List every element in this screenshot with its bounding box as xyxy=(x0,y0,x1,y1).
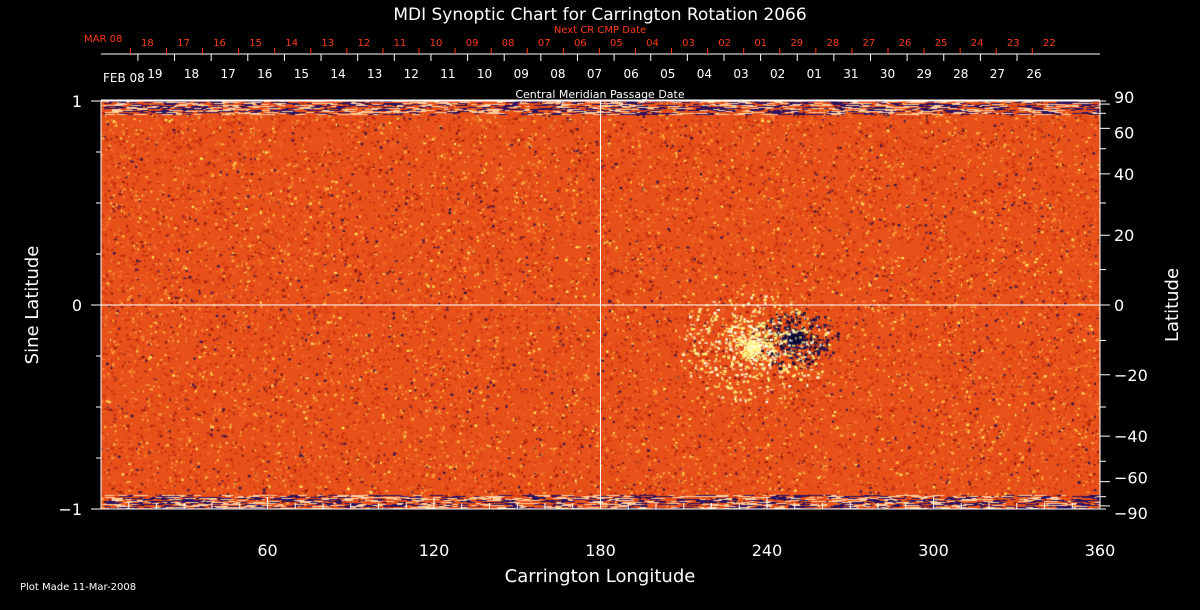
y-axis-label-right: Latitude xyxy=(1162,268,1183,342)
y-tick-label-right: 90 xyxy=(1114,88,1134,107)
cmp-date-label: 06 xyxy=(623,67,638,81)
next-cmp-label: Next CR CMP Date xyxy=(554,25,646,36)
next-cmp-date-label: 06 xyxy=(574,38,587,49)
y-tick-label-right: −90 xyxy=(1114,504,1148,523)
cmp-date-label: 27 xyxy=(990,67,1005,81)
cmp-date-label: 14 xyxy=(330,67,345,81)
y-tick-label-left: −1 xyxy=(58,500,82,519)
y-tick-label-right: 40 xyxy=(1114,165,1134,184)
y-tick-label-right: 60 xyxy=(1114,123,1134,142)
x-tick-label: 240 xyxy=(752,541,783,560)
cmp-date-label: 17 xyxy=(221,67,236,81)
next-cmp-date-label: 28 xyxy=(826,38,839,49)
x-tick-label: 360 xyxy=(1085,541,1116,560)
next-cmp-date-label: 05 xyxy=(610,38,623,49)
next-cmp-date-label: 09 xyxy=(466,38,479,49)
cmp-date-label: 05 xyxy=(660,67,675,81)
cmp-date-label: 02 xyxy=(770,67,785,81)
next-cmp-date-label: 12 xyxy=(357,38,370,49)
cmp-date-label: 10 xyxy=(477,67,492,81)
next-cmp-date-label: 11 xyxy=(394,38,407,49)
y-tick-label-left: 0 xyxy=(72,296,82,315)
next-cmp-date-label: 15 xyxy=(249,38,262,49)
next-cmp-date-label: 24 xyxy=(971,38,984,49)
chart-title: MDI Synoptic Chart for Carrington Rotati… xyxy=(393,5,806,25)
cmp-date-label: 04 xyxy=(697,67,712,81)
x-tick-label: 60 xyxy=(257,541,277,560)
cmp-date-label: 29 xyxy=(916,67,931,81)
cmp-date-label: 28 xyxy=(953,67,968,81)
cmp-date-label: 11 xyxy=(440,67,455,81)
y-tick-label-left: 1 xyxy=(72,92,82,111)
cmp-date-label: 15 xyxy=(294,67,309,81)
cmp-month: FEB 08 xyxy=(103,71,145,85)
cmp-date-label: 19 xyxy=(147,67,162,81)
cmp-date-label: 26 xyxy=(1026,67,1041,81)
next-cmp-date-label: 02 xyxy=(718,38,731,49)
x-tick-label: 120 xyxy=(419,541,450,560)
cmp-date-label: 18 xyxy=(184,67,199,81)
next-cmp-date-label: 27 xyxy=(863,38,876,49)
next-cmp-date-label: 23 xyxy=(1007,38,1020,49)
cmp-date-label: 16 xyxy=(257,67,272,81)
next-cmp-month: MAR 08 xyxy=(84,34,122,45)
next-cmp-date-label: 04 xyxy=(646,38,659,49)
cmp-date-label: 09 xyxy=(514,67,529,81)
y-tick-label-right: 20 xyxy=(1114,226,1134,245)
cmp-date-label: 07 xyxy=(587,67,602,81)
cmp-date-label: 13 xyxy=(367,67,382,81)
cmp-date-label: 01 xyxy=(807,67,822,81)
plot-made-footer: Plot Made 11-Mar-2008 xyxy=(20,582,136,593)
next-cmp-date-label: 29 xyxy=(790,38,803,49)
next-cmp-date-label: 17 xyxy=(177,38,190,49)
next-cmp-date-label: 25 xyxy=(935,38,948,49)
y-axis-label-left: Sine Latitude xyxy=(22,246,43,365)
next-cmp-date-label: 18 xyxy=(141,38,154,49)
next-cmp-date-label: 07 xyxy=(538,38,551,49)
cmp-date-label: 08 xyxy=(550,67,565,81)
cmp-date-label: 31 xyxy=(843,67,858,81)
next-cmp-date-label: 10 xyxy=(430,38,443,49)
cmp-date-label: 30 xyxy=(880,67,895,81)
next-cmp-date-label: 03 xyxy=(682,38,695,49)
y-tick-label-right: 0 xyxy=(1114,296,1124,315)
next-cmp-date-label: 26 xyxy=(899,38,912,49)
cmp-date-label: 12 xyxy=(404,67,419,81)
next-cmp-date-label: 14 xyxy=(285,38,298,49)
chart-marks: 60 120 180 240 300 36010−1906040200−20−40−60−… xyxy=(58,38,1147,560)
x-tick-label: 300 xyxy=(918,541,949,560)
cmp-axis-label: Central Meridian Passage Date xyxy=(515,88,684,101)
x-axis-label: Carrington Longitude xyxy=(505,566,696,587)
cmp-date-label: 03 xyxy=(733,67,748,81)
next-cmp-date-label: 01 xyxy=(754,38,767,49)
x-tick-label: 180 xyxy=(585,541,616,560)
y-tick-label-right: −40 xyxy=(1114,427,1148,446)
next-cmp-date-label: 22 xyxy=(1043,38,1056,49)
next-cmp-date-label: 08 xyxy=(502,38,515,49)
y-tick-label-right: −60 xyxy=(1114,469,1148,488)
next-cmp-date-label: 13 xyxy=(321,38,334,49)
next-cmp-date-label: 16 xyxy=(213,38,226,49)
y-tick-label-right: −20 xyxy=(1114,366,1148,385)
